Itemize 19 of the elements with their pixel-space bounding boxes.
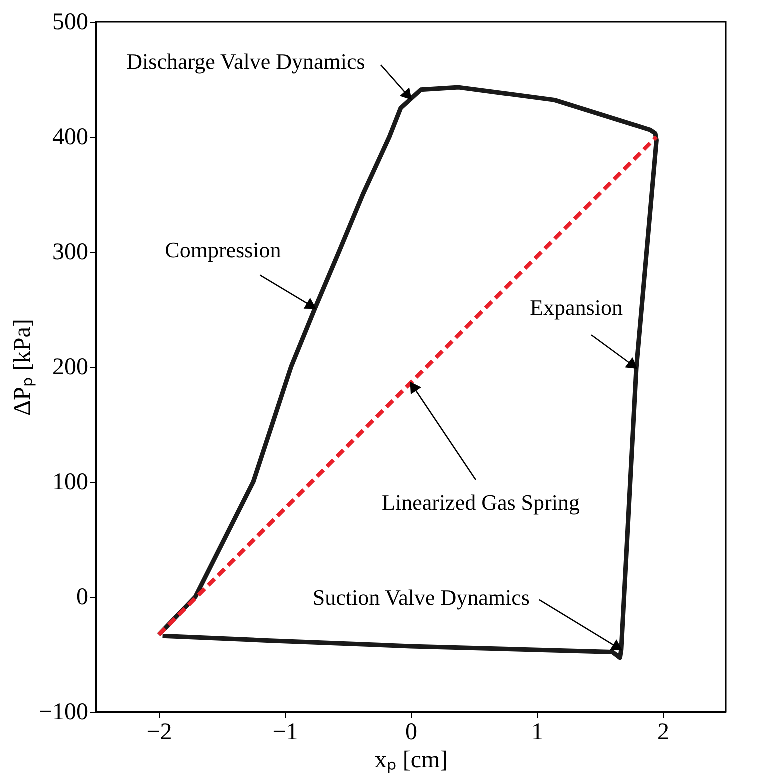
y-tick-label: 200: [52, 354, 88, 380]
annotation: Expansion: [530, 295, 623, 320]
annotation: Suction Valve Dynamics: [312, 584, 530, 610]
x-tick-label: 2: [658, 720, 670, 746]
y-axis-title: ΔPₚ [kPa]: [10, 319, 36, 416]
y-tick-label: 0: [76, 584, 88, 610]
y-tick-label: 500: [52, 10, 88, 36]
y-tick-label: 100: [52, 470, 88, 496]
annotation: Compression: [165, 237, 282, 262]
x-tick-label: 0: [406, 720, 418, 746]
annotation: Linearized Gas Spring: [382, 490, 580, 516]
y-tick-label: 300: [52, 240, 88, 266]
annotation: Discharge Valve Dynamics: [126, 49, 366, 74]
x-axis-title: xₚ [cm]: [374, 748, 448, 774]
y-tick-label: −100: [38, 700, 88, 726]
x-tick-label: 1: [532, 720, 544, 746]
y-tick-label: 400: [52, 124, 88, 150]
x-tick-label: −1: [272, 720, 298, 746]
x-tick-label: −2: [146, 720, 172, 746]
